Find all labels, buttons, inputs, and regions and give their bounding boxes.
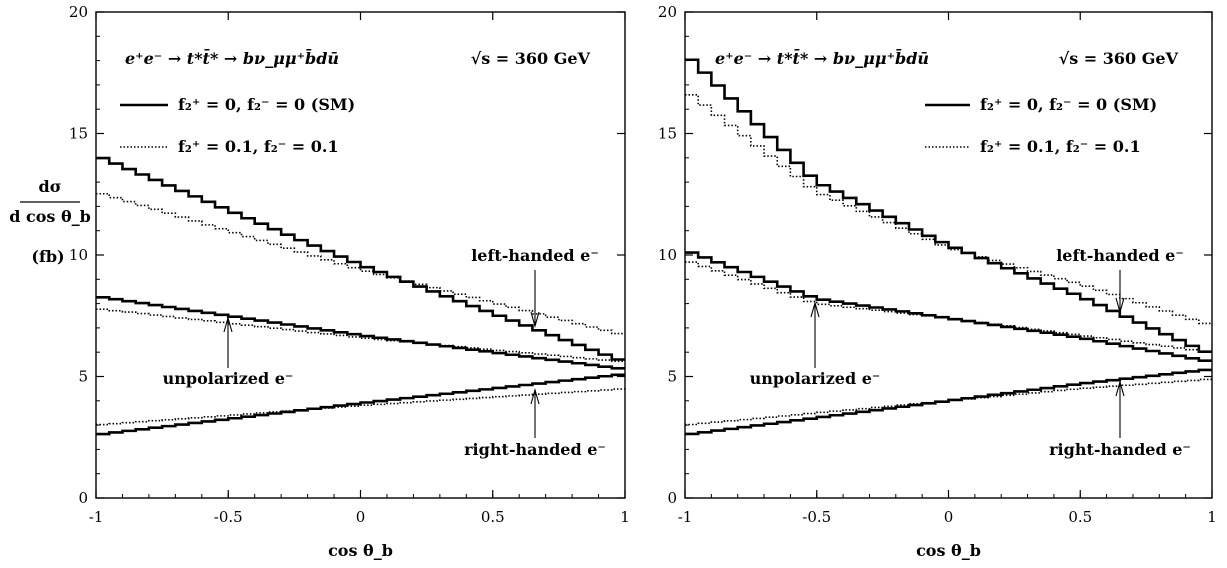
y-axis-label-denominator: d cos θ_b <box>9 207 91 226</box>
energy-label: √s = 360 GeV <box>471 49 591 68</box>
y-tick-label: 10 <box>69 246 88 264</box>
x-tick-label: 1 <box>620 508 630 526</box>
annotation-arrow-head <box>1115 379 1125 397</box>
x-tick-label: -1 <box>89 508 104 526</box>
annotation-arrow-head <box>1115 297 1125 315</box>
annotation-label: left-handed e⁻ <box>471 246 599 265</box>
process-label: e⁺e⁻ → t*t̄* → bν_μμ⁺b̄dū <box>715 48 929 68</box>
legend-label-anomalous: f₂⁺ = 0.1, f₂⁻ = 0.1 <box>980 137 1141 156</box>
x-axis-label: cos θ_b <box>916 541 981 560</box>
x-tick-label: 0.5 <box>481 508 505 526</box>
legend-label-sm: f₂⁺ = 0, f₂⁻ = 0 (SM) <box>980 95 1157 114</box>
x-axis-label: cos θ_b <box>328 541 393 560</box>
y-axis-label-numerator: dσ <box>39 177 62 196</box>
legend-label-sm: f₂⁺ = 0, f₂⁻ = 0 (SM) <box>178 95 355 114</box>
x-tick-label: 0.5 <box>1068 508 1092 526</box>
x-tick-label: -0.5 <box>214 508 243 526</box>
series-left-handed-solid <box>96 156 625 361</box>
annotation-arrow-head <box>530 311 540 329</box>
x-tick-label: 1 <box>1207 508 1217 526</box>
series-unpolarized-dotted <box>96 308 625 363</box>
annotation-arrow-head <box>810 300 820 318</box>
x-tick-label: 0 <box>944 508 954 526</box>
series-right-handed-solid <box>96 373 625 436</box>
annotation-label: unpolarized e⁻ <box>750 369 881 388</box>
annotation-arrow-head <box>223 315 233 333</box>
series-right-handed-dotted <box>96 388 625 426</box>
series-unpolarized-solid <box>96 295 625 370</box>
energy-label: √s = 360 GeV <box>1059 49 1179 68</box>
annotation-arrow-head <box>530 387 540 405</box>
process-label: e⁺e⁻ → t*t̄* → bν_μμ⁺b̄dū <box>125 48 339 68</box>
annotation-label: right-handed e⁻ <box>1049 440 1191 459</box>
y-tick-label: 20 <box>69 3 88 21</box>
y-tick-label: 5 <box>667 368 677 386</box>
y-tick-label: 15 <box>658 125 677 143</box>
series-unpolarized-solid <box>685 251 1212 363</box>
series-left-handed-dotted <box>96 192 625 335</box>
annotation-label: right-handed e⁻ <box>464 440 606 459</box>
y-axis-unit: (fb) <box>31 247 64 266</box>
y-tick-label: 15 <box>69 125 88 143</box>
annotation-label: left-handed e⁻ <box>1056 246 1184 265</box>
y-tick-label: 5 <box>78 368 88 386</box>
annotation-label: unpolarized e⁻ <box>163 369 294 388</box>
y-tick-label: 10 <box>658 246 677 264</box>
x-tick-label: -1 <box>678 508 693 526</box>
y-tick-label: 0 <box>667 489 677 507</box>
legend-label-anomalous: f₂⁺ = 0.1, f₂⁻ = 0.1 <box>178 137 339 156</box>
x-tick-label: -0.5 <box>802 508 831 526</box>
series-unpolarized-dotted <box>685 261 1212 353</box>
y-tick-label: 20 <box>658 3 677 21</box>
y-tick-label: 0 <box>78 489 88 507</box>
x-tick-label: 0 <box>356 508 366 526</box>
